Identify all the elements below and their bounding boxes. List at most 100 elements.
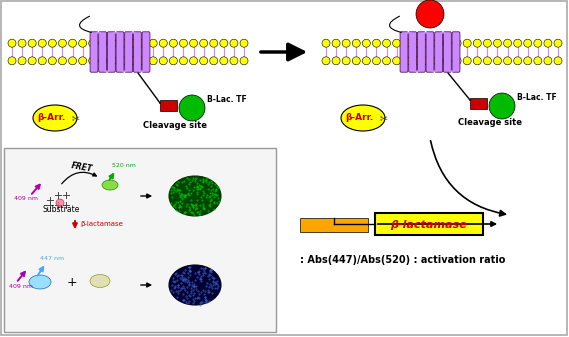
FancyBboxPatch shape (470, 98, 487, 109)
Circle shape (433, 39, 441, 47)
Circle shape (179, 57, 187, 65)
Circle shape (489, 93, 515, 119)
Circle shape (413, 39, 421, 47)
Circle shape (484, 57, 492, 65)
Circle shape (48, 57, 56, 65)
Circle shape (332, 57, 340, 65)
FancyBboxPatch shape (133, 32, 141, 72)
Circle shape (99, 39, 107, 47)
Circle shape (342, 57, 350, 65)
Ellipse shape (29, 275, 51, 289)
Circle shape (493, 57, 501, 65)
Circle shape (373, 39, 381, 47)
Circle shape (514, 57, 522, 65)
Circle shape (463, 57, 471, 65)
Circle shape (473, 39, 481, 47)
Circle shape (159, 39, 167, 47)
Circle shape (352, 39, 360, 47)
Text: Cleavage site: Cleavage site (458, 118, 522, 127)
Circle shape (514, 39, 522, 47)
Circle shape (413, 57, 421, 65)
Circle shape (129, 39, 137, 47)
Text: +: + (67, 276, 77, 288)
Circle shape (189, 39, 197, 47)
Circle shape (403, 39, 411, 47)
Circle shape (89, 57, 97, 65)
Circle shape (179, 95, 205, 121)
Circle shape (149, 39, 157, 47)
Ellipse shape (169, 176, 221, 216)
Text: : Abs(447)/Abs(520) : activation ratio: : Abs(447)/Abs(520) : activation ratio (300, 255, 505, 265)
Circle shape (89, 39, 97, 47)
Text: B-Lac. TF: B-Lac. TF (207, 95, 247, 104)
Text: β-lactamase: β-lactamase (391, 220, 467, 230)
FancyBboxPatch shape (300, 218, 368, 232)
Circle shape (159, 57, 167, 65)
Circle shape (332, 39, 340, 47)
Circle shape (200, 39, 208, 47)
FancyBboxPatch shape (160, 100, 177, 111)
Circle shape (534, 39, 542, 47)
Circle shape (18, 57, 26, 65)
Circle shape (149, 57, 157, 65)
Text: 409 nm: 409 nm (9, 284, 33, 289)
Circle shape (240, 39, 248, 47)
FancyBboxPatch shape (98, 32, 106, 72)
Circle shape (393, 39, 401, 47)
FancyBboxPatch shape (90, 32, 98, 72)
Text: β-lactamase: β-lactamase (80, 221, 123, 227)
Circle shape (220, 39, 228, 47)
Circle shape (523, 39, 532, 47)
Circle shape (210, 57, 218, 65)
Circle shape (179, 39, 187, 47)
Text: 447 nm: 447 nm (40, 256, 64, 261)
Circle shape (8, 39, 16, 47)
Circle shape (362, 39, 370, 47)
FancyBboxPatch shape (426, 32, 434, 72)
Ellipse shape (102, 180, 118, 190)
Circle shape (453, 57, 461, 65)
Circle shape (322, 39, 330, 47)
Circle shape (554, 57, 562, 65)
Circle shape (200, 57, 208, 65)
Circle shape (473, 57, 481, 65)
Circle shape (463, 39, 471, 47)
Text: 520 nm: 520 nm (112, 163, 136, 168)
Circle shape (109, 57, 117, 65)
Circle shape (68, 39, 76, 47)
Circle shape (554, 39, 562, 47)
Circle shape (443, 57, 451, 65)
Circle shape (139, 39, 147, 47)
Circle shape (393, 57, 401, 65)
Circle shape (18, 39, 26, 47)
Text: Substrate: Substrate (43, 205, 80, 214)
Circle shape (189, 57, 197, 65)
Circle shape (170, 57, 178, 65)
Circle shape (240, 57, 248, 65)
Circle shape (68, 57, 76, 65)
Circle shape (403, 57, 411, 65)
Circle shape (382, 57, 390, 65)
Circle shape (373, 57, 381, 65)
Circle shape (119, 57, 127, 65)
Circle shape (79, 39, 86, 47)
FancyBboxPatch shape (400, 32, 408, 72)
Circle shape (139, 57, 147, 65)
Text: ✂: ✂ (72, 113, 80, 123)
Circle shape (99, 57, 107, 65)
Circle shape (504, 39, 512, 47)
FancyBboxPatch shape (116, 32, 124, 72)
FancyBboxPatch shape (125, 32, 133, 72)
FancyBboxPatch shape (108, 32, 116, 72)
Ellipse shape (169, 265, 221, 305)
Ellipse shape (341, 105, 385, 131)
Circle shape (28, 57, 36, 65)
Circle shape (210, 39, 218, 47)
Circle shape (504, 57, 512, 65)
Circle shape (544, 39, 552, 47)
Circle shape (38, 57, 46, 65)
Circle shape (109, 39, 117, 47)
FancyBboxPatch shape (443, 32, 451, 72)
Circle shape (544, 57, 552, 65)
Text: β-Arr.: β-Arr. (37, 114, 65, 123)
